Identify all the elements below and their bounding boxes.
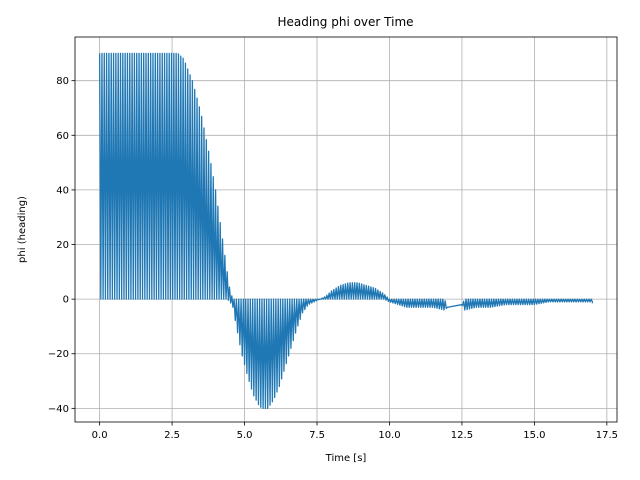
y-tick-label: 40 bbox=[56, 185, 69, 196]
x-tick-label: 17.5 bbox=[596, 430, 618, 441]
phi-series-line bbox=[98, 52, 594, 409]
y-tick-label: 0 bbox=[63, 295, 69, 306]
x-axis: 0.0 2.5 5.0 7.5 10.0 12.5 15.0 17.5 bbox=[92, 422, 618, 441]
y-axis-label: phi (heading) bbox=[17, 196, 28, 263]
x-tick-label: 12.5 bbox=[451, 430, 473, 441]
x-axis-label: Time [s] bbox=[325, 453, 367, 464]
x-tick-label: 5.0 bbox=[237, 430, 253, 441]
x-tick-label: 15.0 bbox=[523, 430, 545, 441]
x-tick-label: 2.5 bbox=[164, 430, 180, 441]
y-axis: −40 −20 0 20 40 60 80 bbox=[48, 76, 75, 415]
y-tick-label: −40 bbox=[48, 404, 69, 415]
plot-area bbox=[98, 52, 594, 409]
y-tick-label: 20 bbox=[56, 240, 69, 251]
y-tick-label: 80 bbox=[56, 76, 69, 87]
x-tick-label: 10.0 bbox=[378, 430, 400, 441]
x-tick-label: 0.0 bbox=[92, 430, 108, 441]
y-tick-label: −20 bbox=[48, 349, 69, 360]
chart-title: Heading phi over Time bbox=[277, 15, 413, 29]
y-tick-label: 60 bbox=[56, 131, 69, 142]
axes-frame bbox=[74, 36, 618, 423]
x-tick-label: 7.5 bbox=[309, 430, 325, 441]
